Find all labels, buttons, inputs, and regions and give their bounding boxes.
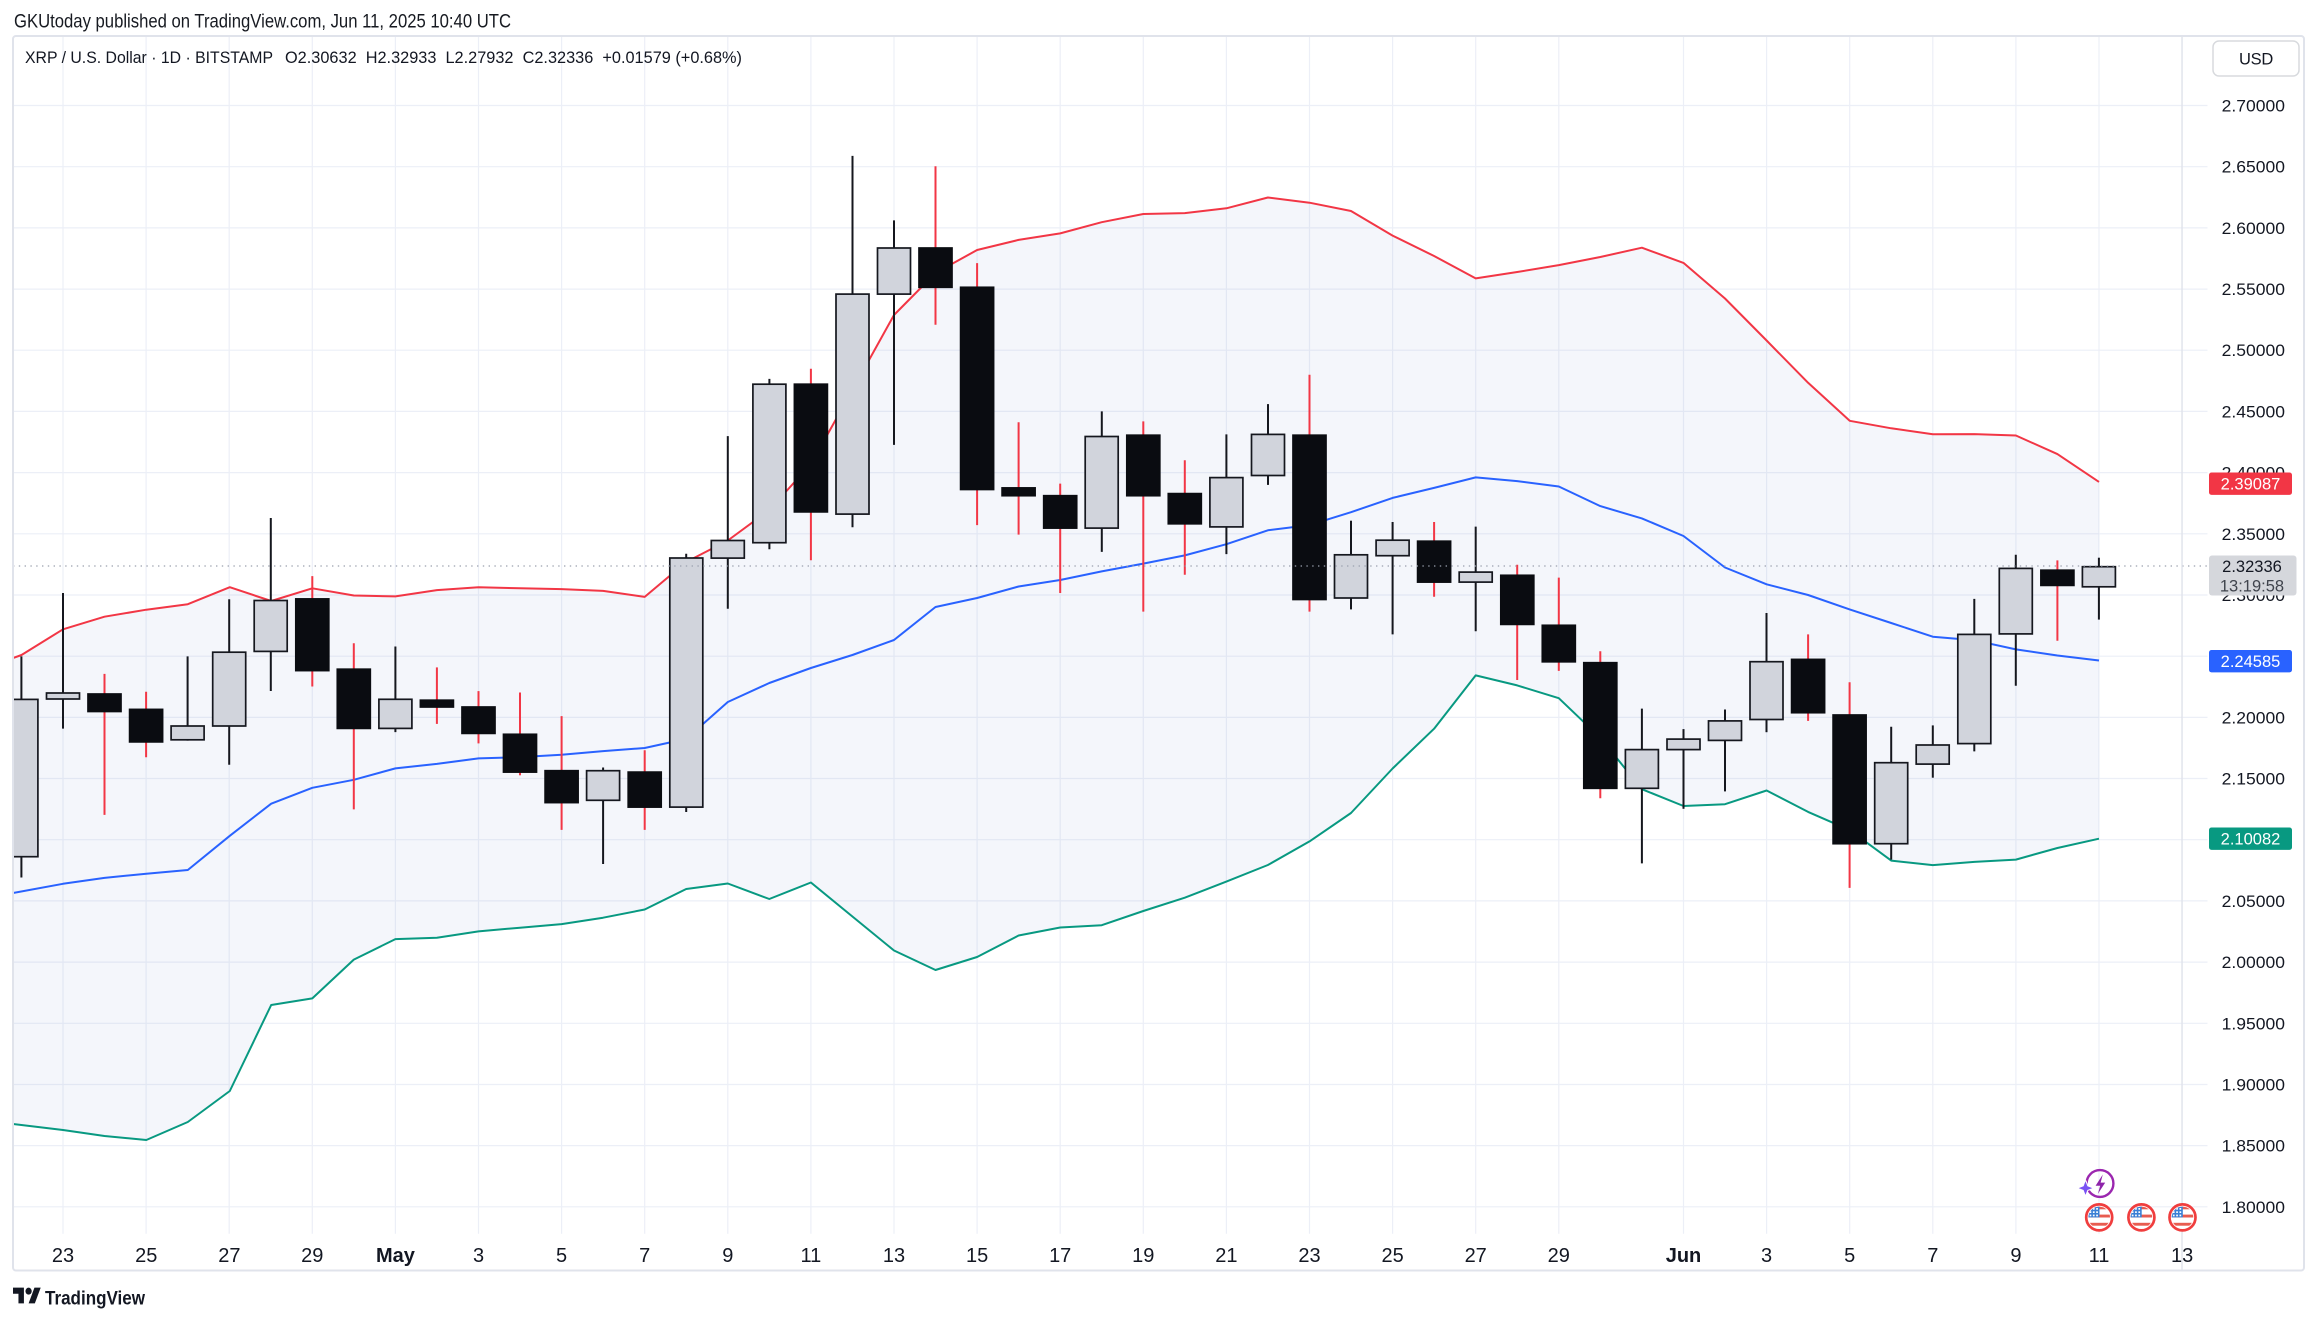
svg-text:1.80000: 1.80000 (2222, 1198, 2285, 1217)
svg-text:2.55000: 2.55000 (2222, 280, 2285, 299)
svg-text:2.15000: 2.15000 (2222, 770, 2285, 789)
svg-text:2.00000: 2.00000 (2222, 953, 2285, 972)
svg-text:29: 29 (301, 1245, 323, 1267)
svg-text:9: 9 (2010, 1245, 2021, 1267)
svg-text:2.70000: 2.70000 (2222, 97, 2285, 116)
svg-text:13: 13 (2171, 1245, 2193, 1267)
svg-text:15: 15 (966, 1245, 988, 1267)
svg-text:23: 23 (52, 1245, 74, 1267)
svg-text:29: 29 (1548, 1245, 1570, 1267)
svg-text:USD: USD (2239, 51, 2273, 69)
svg-text:2.60000: 2.60000 (2222, 219, 2285, 238)
svg-text:25: 25 (1381, 1245, 1403, 1267)
svg-text:11: 11 (2089, 1245, 2110, 1267)
svg-text:2.24585: 2.24585 (2221, 653, 2281, 671)
svg-text:May: May (376, 1245, 416, 1267)
svg-text:2.39087: 2.39087 (2221, 476, 2281, 494)
svg-text:2.50000: 2.50000 (2222, 341, 2285, 360)
svg-text:25: 25 (135, 1245, 157, 1267)
svg-text:2.32336: 2.32336 (2222, 558, 2282, 576)
svg-text:TradingView: TradingView (45, 1288, 146, 1310)
svg-text:13:19:58: 13:19:58 (2220, 578, 2284, 596)
svg-text:2.45000: 2.45000 (2222, 402, 2285, 421)
svg-text:1.95000: 1.95000 (2222, 1014, 2285, 1033)
svg-text:1.90000: 1.90000 (2222, 1076, 2285, 1095)
svg-text:5: 5 (556, 1245, 567, 1267)
svg-text:Jun: Jun (1666, 1245, 1702, 1267)
svg-text:5: 5 (1844, 1245, 1855, 1267)
svg-text:GKUtoday published on TradingV: GKUtoday published on TradingView.com, J… (14, 11, 511, 33)
svg-text:1.85000: 1.85000 (2222, 1137, 2285, 1156)
svg-text:O2.30632 H2.32933 L2.27932: O2.30632 H2.32933 L2.27932 C2.32336 +0.0… (285, 49, 742, 67)
svg-text:XRP / U.S. Dollar · 1D · BITST: XRP / U.S. Dollar · 1D · BITSTAMP (25, 49, 273, 67)
svg-text:13: 13 (883, 1245, 905, 1267)
svg-text:19: 19 (1132, 1245, 1154, 1267)
svg-text:9: 9 (722, 1245, 733, 1267)
svg-text:3: 3 (473, 1245, 484, 1267)
svg-text:17: 17 (1049, 1245, 1071, 1267)
svg-text:7: 7 (639, 1245, 650, 1267)
svg-text:27: 27 (218, 1245, 240, 1267)
svg-text:2.65000: 2.65000 (2222, 158, 2285, 177)
svg-text:27: 27 (1465, 1245, 1487, 1267)
svg-text:21: 21 (1215, 1245, 1237, 1267)
svg-text:2.20000: 2.20000 (2222, 708, 2285, 727)
svg-text:2.10082: 2.10082 (2221, 831, 2281, 849)
svg-text:2.35000: 2.35000 (2222, 525, 2285, 544)
svg-text:11: 11 (801, 1245, 822, 1267)
svg-text:2.05000: 2.05000 (2222, 892, 2285, 911)
svg-text:23: 23 (1298, 1245, 1320, 1267)
svg-text:7: 7 (1927, 1245, 1938, 1267)
svg-text:3: 3 (1761, 1245, 1772, 1267)
